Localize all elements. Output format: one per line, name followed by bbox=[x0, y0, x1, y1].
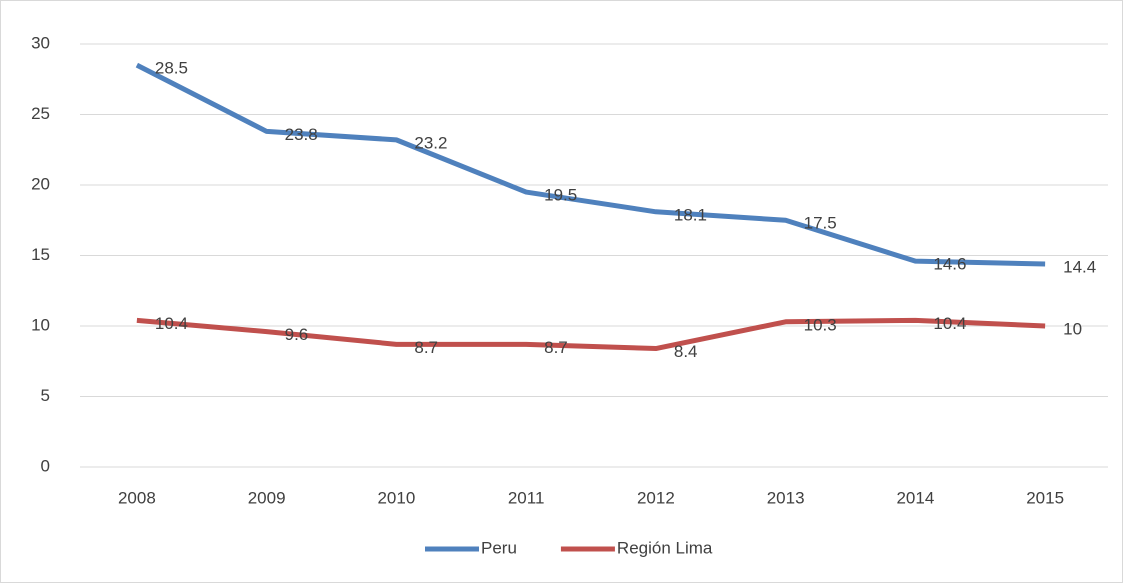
y-tick-label: 10 bbox=[31, 315, 50, 334]
data-label: 9.6 bbox=[285, 325, 309, 344]
y-tick-label: 0 bbox=[41, 456, 50, 475]
chart-frame bbox=[1, 1, 1123, 583]
data-label: 10.4 bbox=[155, 314, 188, 333]
x-tick-label: 2008 bbox=[118, 488, 156, 507]
data-label: 10.3 bbox=[804, 315, 837, 334]
legend-label: Peru bbox=[481, 538, 517, 557]
data-label: 19.5 bbox=[544, 186, 577, 205]
y-tick-label: 30 bbox=[31, 33, 50, 52]
data-label: 14.6 bbox=[933, 255, 966, 274]
data-label: 28.5 bbox=[155, 59, 188, 78]
x-tick-label: 2011 bbox=[508, 488, 545, 507]
y-tick-label: 15 bbox=[31, 245, 50, 264]
data-label: 8.4 bbox=[674, 342, 698, 361]
x-tick-label: 2009 bbox=[248, 488, 286, 507]
data-label: 8.7 bbox=[414, 338, 438, 357]
data-label: 10.4 bbox=[933, 314, 966, 333]
x-tick-label: 2014 bbox=[896, 488, 934, 507]
data-label: 23.8 bbox=[285, 125, 318, 144]
data-label: 8.7 bbox=[544, 338, 568, 357]
data-label: 10 bbox=[1063, 319, 1082, 338]
x-tick-label: 2015 bbox=[1026, 488, 1064, 507]
data-label: 18.1 bbox=[674, 205, 707, 224]
legend-label: Región Lima bbox=[617, 538, 713, 557]
x-tick-label: 2013 bbox=[767, 488, 805, 507]
x-tick-label: 2010 bbox=[377, 488, 415, 507]
y-tick-label: 20 bbox=[31, 174, 50, 193]
y-tick-label: 25 bbox=[31, 104, 50, 123]
chart: 0 5 10 15 20 25 30 2008 2009 2010 2011 2012 2013 2014… bbox=[0, 0, 1123, 583]
data-label: 17.5 bbox=[804, 214, 837, 233]
data-label: 14.4 bbox=[1063, 257, 1096, 276]
x-tick-label: 2012 bbox=[637, 488, 675, 507]
data-label: 23.2 bbox=[414, 133, 447, 152]
y-tick-label: 5 bbox=[41, 386, 50, 405]
